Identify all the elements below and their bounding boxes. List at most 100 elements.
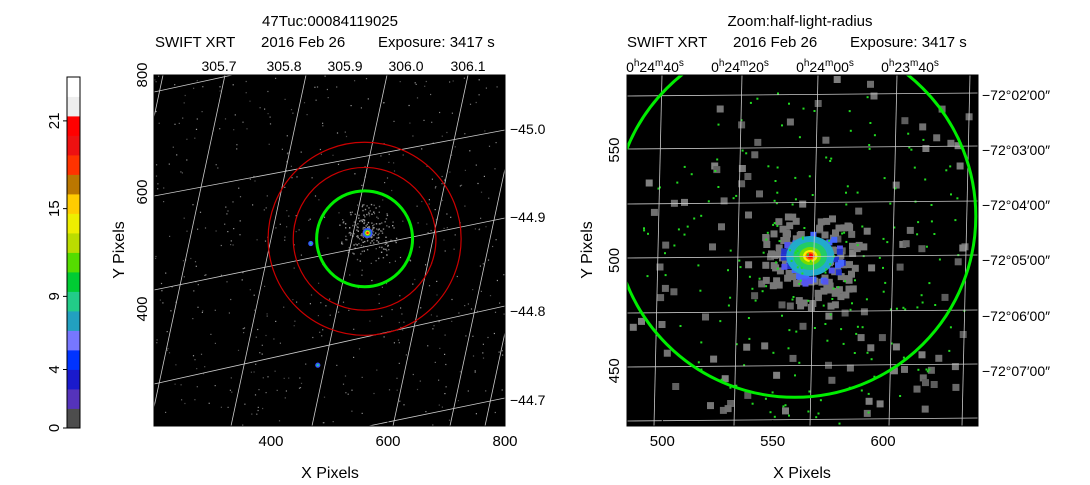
noise-pixel	[306, 114, 308, 116]
noise-pixel	[382, 199, 384, 201]
event-dot	[846, 185, 849, 188]
noise-pixel	[375, 248, 377, 250]
cluster-pixel	[359, 260, 361, 262]
noise-pixel	[459, 185, 461, 187]
event-dot	[917, 368, 920, 371]
event-dot	[791, 298, 794, 301]
colorbar-segment	[67, 252, 80, 273]
noise-pixel	[156, 342, 158, 344]
noise-pixel	[402, 329, 404, 331]
right-date: 2016 Feb 26	[733, 34, 817, 51]
event-dot	[801, 272, 804, 275]
noise-pixel	[286, 226, 288, 228]
colorbar-segment	[67, 291, 80, 312]
noise-pixel	[409, 122, 411, 124]
noise-pixel	[236, 148, 238, 150]
noise-pixel	[286, 135, 288, 137]
event-dot	[853, 352, 856, 354]
noise-pixel	[254, 309, 256, 311]
noise-pixel	[299, 387, 302, 389]
right-instrument: SWIFT XRT	[627, 34, 707, 51]
cluster-pixel	[349, 234, 352, 236]
zoom-pixel	[849, 249, 857, 257]
colorbar-segment	[67, 350, 80, 370]
noise-pixel	[232, 244, 234, 246]
noise-pixel	[242, 272, 244, 274]
cluster-pixel	[366, 205, 368, 207]
noise-pixel	[286, 210, 288, 212]
halo-pixel	[770, 230, 778, 238]
event-dot	[867, 392, 870, 395]
cluster-pixel	[381, 230, 383, 232]
left-ylabel: Y Pixels	[111, 221, 128, 279]
event-dot	[837, 286, 840, 289]
noise-pixel	[364, 166, 366, 168]
event-dot	[869, 122, 872, 124]
zoom-pixel	[721, 375, 729, 383]
noise-pixel	[183, 276, 185, 278]
noise-pixel	[251, 413, 253, 415]
zoom-pixel	[848, 230, 856, 238]
event-dot	[798, 282, 801, 285]
noise-pixel	[267, 113, 269, 115]
noise-pixel	[428, 203, 430, 205]
event-dot	[801, 236, 804, 239]
noise-pixel	[426, 165, 428, 167]
noise-pixel	[443, 239, 445, 241]
noise-pixel	[295, 231, 297, 233]
y-tick-label: 550	[606, 138, 623, 163]
noise-pixel	[193, 87, 195, 89]
noise-pixel	[342, 383, 345, 385]
noise-pixel	[329, 314, 331, 316]
event-dot	[697, 361, 700, 364]
event-dot	[782, 405, 785, 408]
noise-pixel	[236, 144, 238, 146]
cluster-pixel	[362, 236, 365, 238]
event-dot	[716, 158, 719, 161]
noise-pixel	[351, 410, 353, 412]
cluster-pixel	[377, 217, 379, 220]
noise-pixel	[444, 250, 446, 252]
noise-pixel	[483, 175, 485, 177]
cluster-pixel	[366, 239, 369, 242]
noise-pixel	[479, 265, 481, 267]
noise-pixel	[403, 404, 405, 406]
noise-pixel	[388, 153, 390, 155]
noise-pixel	[284, 397, 286, 399]
zoom-pixel	[707, 402, 714, 410]
colorbar-segment	[67, 213, 80, 234]
halo-pixel	[837, 293, 845, 301]
right-frame	[626, 74, 979, 427]
cluster-pixel	[392, 225, 394, 227]
event-dot	[788, 414, 790, 417]
event-dot	[865, 298, 868, 301]
event-dot	[808, 175, 811, 178]
cluster-pixel	[368, 207, 370, 209]
event-dot	[781, 314, 783, 317]
noise-pixel	[451, 112, 453, 114]
cluster-pixel	[362, 219, 364, 221]
event-dot	[832, 287, 835, 290]
noise-pixel	[337, 163, 340, 165]
x-tick-label: 550	[760, 433, 785, 450]
noise-pixel	[353, 328, 355, 330]
halo-pixel	[837, 251, 845, 259]
zoom-pixel	[650, 208, 658, 216]
noise-pixel	[242, 328, 244, 330]
event-dot	[845, 191, 847, 194]
noise-pixel	[224, 118, 227, 120]
noise-pixel	[210, 333, 212, 335]
halo-pixel	[816, 224, 824, 232]
colorbar-segment	[67, 174, 80, 195]
noise-pixel	[373, 213, 376, 215]
zoom-pixel	[756, 190, 763, 198]
noise-pixel	[292, 112, 294, 114]
halo-pixel-blue	[836, 248, 843, 255]
event-dot	[739, 266, 742, 269]
event-dot	[907, 132, 910, 135]
halo-pixel-blue	[781, 254, 787, 261]
event-dot	[720, 378, 723, 381]
colorbar-tick-label: 0	[46, 424, 63, 432]
noise-pixel	[265, 207, 267, 209]
event-dot	[794, 176, 797, 179]
